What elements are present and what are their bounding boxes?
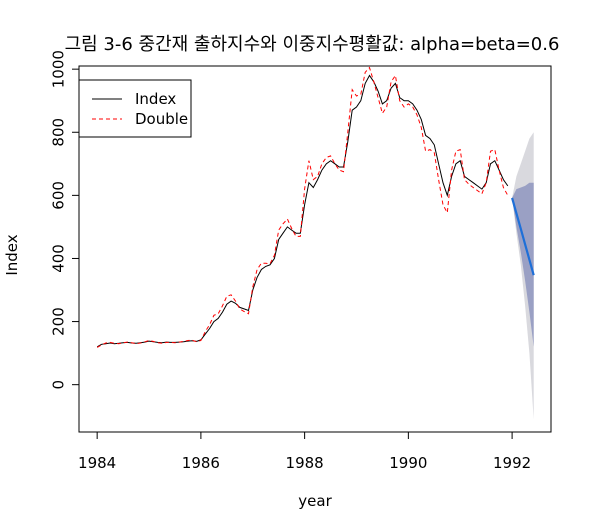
legend-label: Index bbox=[135, 90, 176, 108]
forecast-mean-line bbox=[511, 197, 535, 276]
x-tick-label: 1988 bbox=[286, 454, 324, 472]
legend-box bbox=[78, 79, 192, 138]
x-axis-label: year bbox=[298, 492, 332, 510]
x-tick-label: 1984 bbox=[78, 454, 116, 472]
y-axis-label: Index bbox=[3, 234, 21, 275]
x-tick-label: 1990 bbox=[389, 454, 427, 472]
chart-title: 그림 3-6 중간재 출하지수와 이중지수평활값: alpha=beta=0.6 bbox=[65, 34, 560, 55]
y-tick-label: 400 bbox=[50, 244, 68, 273]
legend-label: Double bbox=[135, 110, 188, 128]
series-layer bbox=[96, 66, 535, 348]
y-tick-label: 800 bbox=[50, 118, 68, 147]
forecast-bands bbox=[512, 132, 534, 420]
series-line-double bbox=[96, 66, 509, 348]
forecast-band-80 bbox=[512, 182, 534, 347]
y-tick-label: 200 bbox=[50, 307, 68, 336]
x-tick-label: 1986 bbox=[182, 454, 220, 472]
x-tick-label: 1992 bbox=[493, 454, 531, 472]
legend: Index Double bbox=[78, 79, 192, 138]
y-tick-label: 600 bbox=[50, 181, 68, 210]
axis-ticks: 1984 1986 1988 1990 1992 0 200 400 600 800 1000 bbox=[50, 50, 532, 472]
y-tick-label: 0 bbox=[50, 380, 68, 390]
y-tick-label: 1000 bbox=[50, 50, 68, 88]
